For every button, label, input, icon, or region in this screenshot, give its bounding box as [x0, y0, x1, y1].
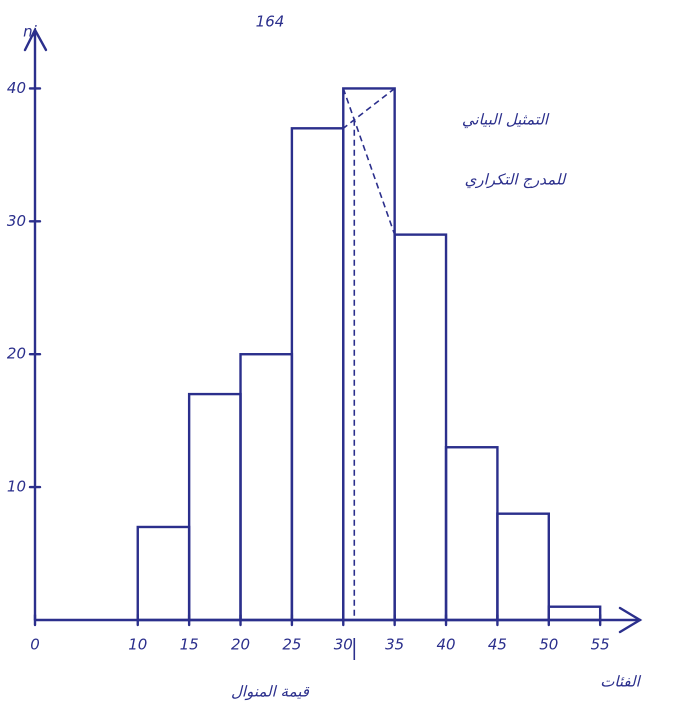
- histogram-bar: [395, 235, 446, 620]
- x-tick-label: 35: [385, 636, 404, 654]
- histogram-bar: [241, 354, 292, 620]
- histogram-bar: [189, 394, 240, 620]
- histogram-bar: [343, 88, 394, 620]
- x-tick-label: 50: [539, 636, 558, 654]
- chart-title: 164: [256, 13, 285, 31]
- x-tick-label: 15: [180, 636, 199, 654]
- y-tick-label: 30: [7, 212, 26, 230]
- x-tick-label: 10: [128, 636, 147, 654]
- y-tick-label: 20: [7, 345, 26, 363]
- x-tick-label: 45: [488, 636, 507, 654]
- x-tick-label: 25: [282, 636, 301, 654]
- y-tick-label: 40: [7, 79, 26, 97]
- x-tick-label: 20: [231, 636, 250, 654]
- x-tick-label: 40: [436, 636, 455, 654]
- annotation: التمثيل البياني: [462, 111, 550, 129]
- histogram-bar: [497, 514, 548, 620]
- x-tick-label: 55: [591, 636, 610, 654]
- histogram-bar: [549, 607, 600, 620]
- annotation: للمدرج التكراري: [465, 171, 568, 189]
- histogram-bar: [292, 128, 343, 620]
- x-tick-label: 0: [30, 636, 40, 654]
- y-tick-label: 10: [7, 478, 26, 496]
- histogram-bar: [446, 447, 497, 620]
- x-axis-label: الفئات: [600, 673, 641, 691]
- chart: 164 ni الفئات التمثيل البياني للمدرج الت…: [0, 0, 679, 719]
- annotation: قيمة المنوال: [231, 683, 310, 701]
- histogram-bar: [138, 527, 189, 620]
- x-tick-label: 30: [334, 636, 353, 654]
- mode-construction-line: [343, 88, 394, 234]
